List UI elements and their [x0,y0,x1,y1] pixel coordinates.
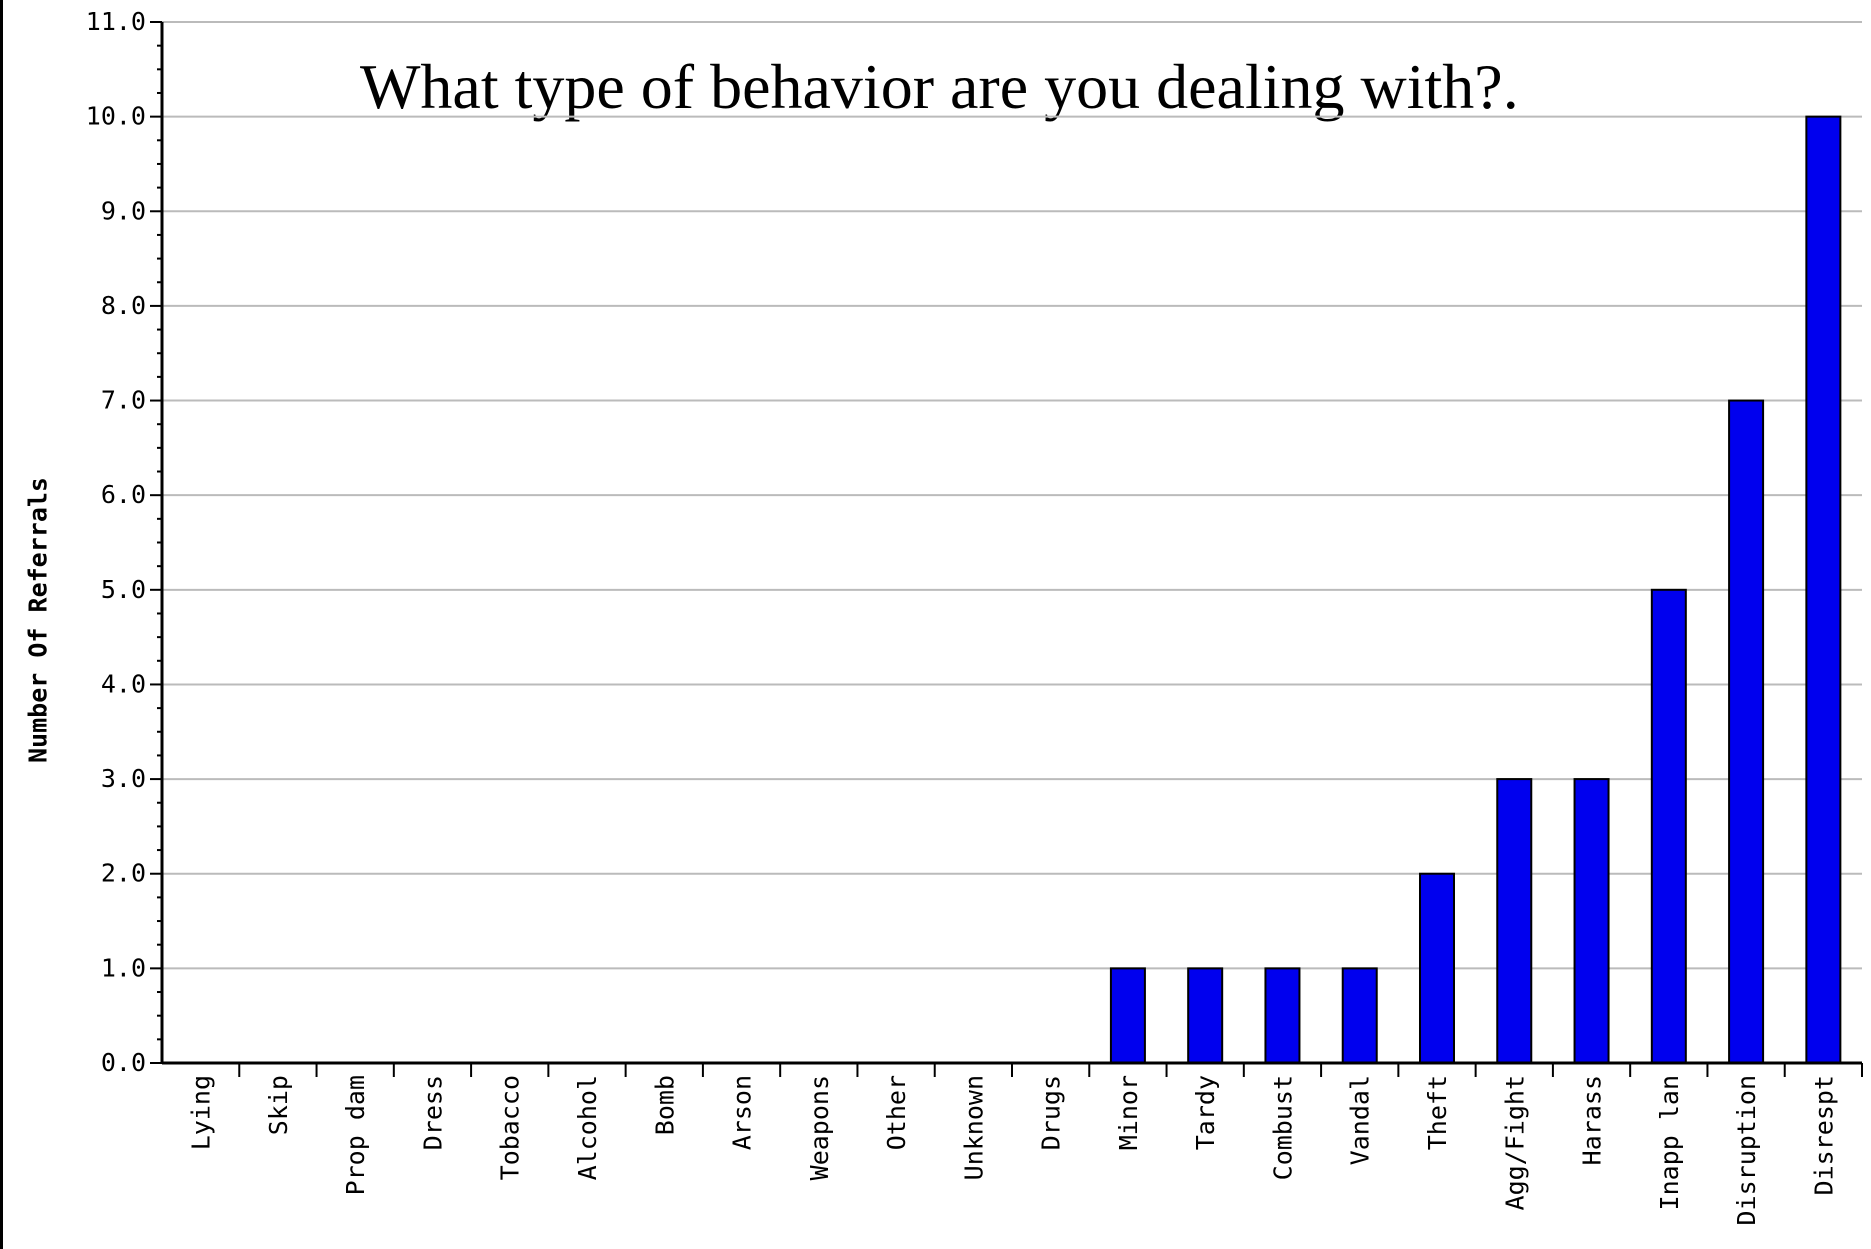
y-tick-label: 1.0 [101,953,146,982]
x-tick-label: Weapons [805,1075,834,1180]
x-tick-label: Bomb [650,1075,679,1135]
y-tick-label: 8.0 [101,291,146,320]
x-tick-label: Other [882,1075,911,1150]
x-tick-label: Unknown [959,1075,988,1180]
x-tick-label: Minor [1114,1075,1143,1150]
chart-title: What type of behavior are you dealing wi… [360,51,1519,122]
bar [1264,967,1301,1065]
x-tick-label: Theft [1423,1075,1452,1150]
x-tick-label: Tardy [1191,1075,1220,1150]
x-tick-labels: Lying Skip Prop dam Dress Tobacco Alcohol Bomb… [187,1075,1839,1226]
bar [1109,967,1146,1065]
y-tick-label: 5.0 [101,575,146,604]
bar [1419,872,1455,1065]
bar [1496,778,1533,1064]
x-tick-label: Combust [1268,1075,1297,1180]
x-tick-label: Dress [418,1075,447,1150]
y-tick-label: 6.0 [101,480,146,509]
bar [1650,588,1687,1064]
x-tick-label: Lying [187,1075,216,1150]
y-tick-label: 0.0 [101,1048,146,1077]
y-tick-label: 3.0 [101,764,146,793]
axes [150,21,1863,1077]
x-tick-label: Inapp lan [1655,1075,1684,1210]
bar [1187,967,1224,1065]
x-tick-label: Disrespt [1809,1075,1838,1195]
x-tick-label: Harass [1578,1075,1607,1165]
y-tick-label: 7.0 [101,386,146,415]
x-tick-label: Agg/Fight [1500,1075,1529,1210]
y-tick-label: 2.0 [101,859,146,888]
y-tick-label: 11.0 [86,7,146,36]
bar [1728,399,1765,1064]
y-tick-label: 4.0 [101,669,146,698]
y-tick-labels: 0.0 1.0 2.0 3.0 4.0 5.0 6.0 7.0 8.0 9.0 10.0 11.0 [86,7,146,1077]
x-tick-label: Disruption [1732,1075,1761,1226]
bar [1341,967,1378,1065]
x-tick-label: Vandal [1346,1075,1375,1165]
y-tick-label: 9.0 [101,196,146,225]
x-tick-label: Skip [264,1075,293,1135]
bar [1805,115,1842,1065]
x-tick-label: Arson [728,1075,757,1150]
y-tick-label: 10.0 [86,102,146,131]
x-tick-label: Tobacco [496,1075,525,1180]
x-tick-label: Prop dam [341,1075,370,1195]
x-tick-label: Drugs [1037,1075,1066,1150]
bar [1573,778,1610,1064]
x-tick-label: Alcohol [573,1075,602,1180]
frame-border [0,0,3,1249]
